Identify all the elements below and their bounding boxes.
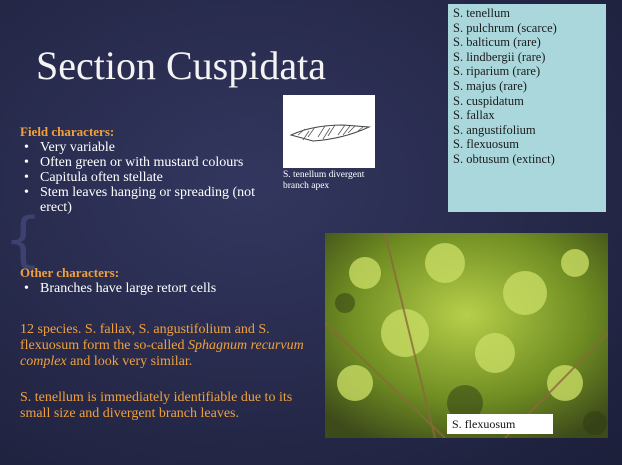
photo-label: S. flexuosum <box>447 414 553 434</box>
heading: Other characters: <box>20 265 320 281</box>
photo <box>325 233 608 438</box>
species-item: S. angustifolium <box>453 123 606 138</box>
species-item: S. cuspidatum <box>453 94 606 109</box>
bullet-list: Very variableOften green or with mustard… <box>20 140 265 215</box>
species-item: S. obtusum (extinct) <box>453 152 606 167</box>
species-item: S. pulchrum (scarce) <box>453 21 606 36</box>
title: Section Cuspidata <box>36 42 326 89</box>
bullet: Branches have large retort cells <box>20 281 320 296</box>
bullet: Very variable <box>20 140 265 155</box>
sketch <box>283 95 375 168</box>
species-item: S. balticum (rare) <box>453 35 606 50</box>
bullet: Stem leaves hanging or spreading (not er… <box>20 185 265 215</box>
caption: S. tenellum divergent branch apex <box>283 170 378 192</box>
text: and look very similar. <box>67 354 193 369</box>
bullet: Often green or with mustard colours <box>20 155 265 170</box>
bullet: Capitula often stellate <box>20 170 265 185</box>
paragraph: 12 species. S. fallax, S. angustifolium … <box>20 322 325 370</box>
field-section: Field characters: Very variableOften gre… <box>20 124 270 215</box>
species-item: S. tenellum <box>453 6 606 21</box>
species-item: S. flexuosum <box>453 137 606 152</box>
heading: Field characters: <box>20 124 270 140</box>
species-item: S. riparium (rare) <box>453 64 606 79</box>
bullet-list: Branches have large retort cells <box>20 281 320 296</box>
other-section: Other characters: Branches have large re… <box>20 265 320 296</box>
paragraph: S. tenellum is immediately identifiable … <box>20 390 325 422</box>
species-item: S. fallax <box>453 108 606 123</box>
figure <box>283 95 375 168</box>
species-item: S. lindbergii (rare) <box>453 50 606 65</box>
species-item: S. majus (rare) <box>453 79 606 94</box>
slide: { Section Cuspidata Field characters: Ve… <box>0 0 622 465</box>
